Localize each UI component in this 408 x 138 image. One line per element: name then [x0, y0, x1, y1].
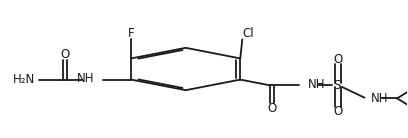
Text: S: S	[334, 79, 341, 92]
Text: NH: NH	[370, 92, 388, 105]
Text: NH: NH	[308, 78, 326, 91]
Text: Cl: Cl	[243, 27, 254, 40]
Text: O: O	[61, 48, 70, 61]
Text: F: F	[128, 27, 134, 40]
Text: H₂N: H₂N	[13, 73, 35, 86]
Text: O: O	[333, 53, 343, 66]
Text: NH: NH	[77, 72, 94, 85]
Text: O: O	[333, 105, 343, 118]
Text: O: O	[268, 102, 277, 115]
